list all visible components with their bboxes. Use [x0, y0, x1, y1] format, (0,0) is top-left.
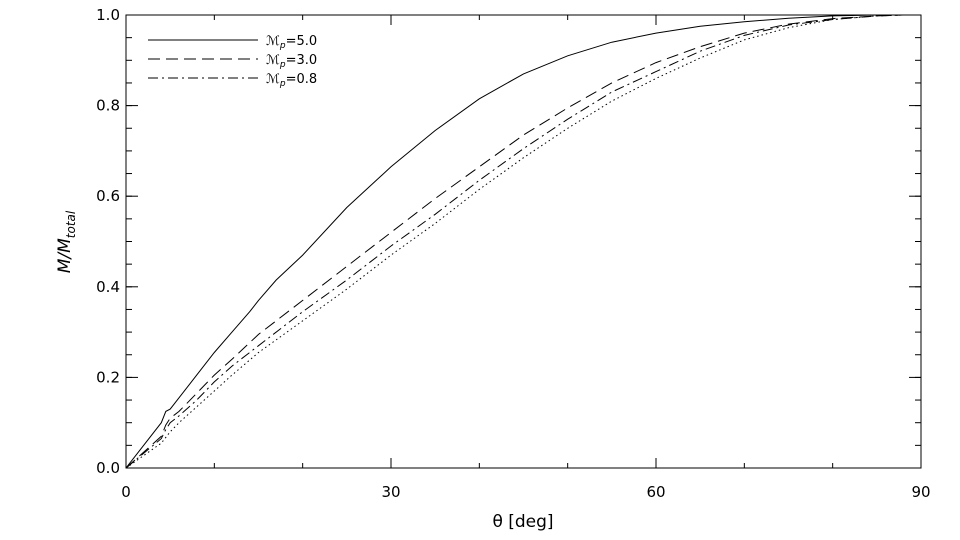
y-tick-label: 0.0: [96, 459, 120, 477]
y-axis-title: M/Mtotal: [55, 210, 78, 273]
legend-label: ℳp=3.0: [266, 53, 317, 70]
x-tick-label: 60: [646, 483, 665, 501]
x-tick-label: 0: [121, 483, 131, 501]
y-tick-label: 1.0: [96, 6, 120, 24]
legend-label: ℳp=5.0: [266, 34, 317, 51]
x-axis-title: θ [deg]: [492, 512, 553, 532]
x-tick-label: 90: [911, 483, 930, 501]
legend-label: ℳp=0.8: [266, 72, 317, 89]
series-lines: [125, 14, 904, 469]
series-line-solid: [125, 14, 904, 469]
x-tick-label: 30: [381, 483, 400, 501]
y-tick-label: 0.2: [96, 368, 120, 386]
series-line-dotted: [125, 14, 904, 469]
axis-tick-labels: 0 30 60 90 0.0 0.2 0.4 0.6 0.8 1.0: [96, 6, 930, 501]
y-tick-label: 0.4: [96, 278, 120, 296]
y-tick-label: 0.6: [96, 187, 120, 205]
axis-ticks: [125, 14, 922, 469]
series-line-dashed: [125, 14, 904, 469]
plot-frame: [125, 14, 922, 469]
y-axis-title-sub: total: [64, 210, 78, 238]
y-axis-title-main: M/M: [55, 238, 75, 273]
y-tick-label: 0.8: [96, 97, 120, 115]
legend: ℳp=5.0 ℳp=3.0 ℳp=0.8: [148, 34, 317, 89]
series-line-dashdot: [125, 14, 904, 469]
